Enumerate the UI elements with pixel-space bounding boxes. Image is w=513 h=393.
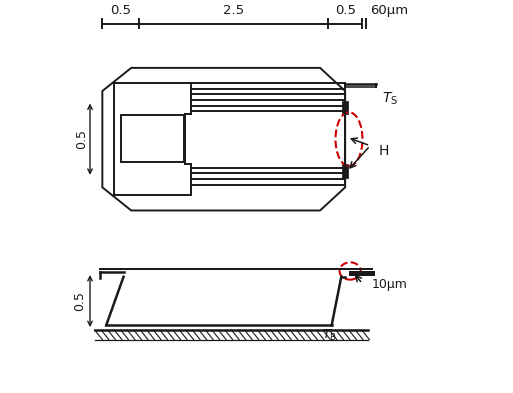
Text: 0.5: 0.5: [75, 129, 88, 149]
Text: $T_\mathrm{S}$: $T_\mathrm{S}$: [382, 90, 398, 107]
Text: 2.5: 2.5: [223, 4, 244, 17]
Bar: [342, 101, 348, 114]
Bar: [342, 164, 348, 178]
Bar: [121, 115, 185, 162]
Text: $T_\mathrm{B}$: $T_\mathrm{B}$: [322, 328, 337, 343]
Text: 0.5: 0.5: [110, 4, 131, 17]
Text: 60μm: 60μm: [370, 4, 408, 17]
Text: H: H: [379, 144, 389, 158]
Text: 0.5: 0.5: [73, 291, 86, 311]
Text: 0.5: 0.5: [334, 4, 356, 17]
Text: 10μm: 10μm: [372, 278, 408, 291]
